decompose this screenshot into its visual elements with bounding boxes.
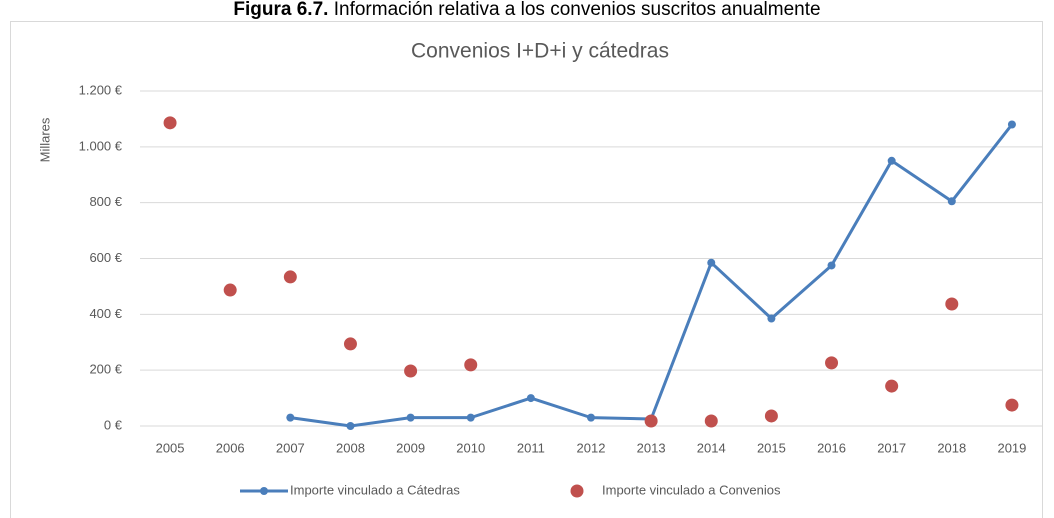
x-tick-label: 2008 (336, 440, 365, 455)
x-tick-label: 2017 (877, 440, 906, 455)
y-tick-label: 200 € (89, 362, 122, 377)
line-point (587, 413, 595, 422)
legend-label: Importe vinculado a Convenios (602, 482, 781, 497)
x-tick-label: 2006 (216, 440, 245, 455)
scatter-point (343, 337, 357, 351)
x-tick-label: 2013 (637, 440, 666, 455)
legend-marker (260, 487, 268, 495)
line-point (707, 258, 716, 267)
line-point (346, 422, 355, 430)
line-point (406, 413, 415, 422)
scatter-point (885, 379, 899, 393)
line-point (767, 314, 776, 323)
scatter-point (704, 414, 718, 428)
caption-text: Información relativa a los convenios sus… (334, 0, 821, 20)
figure-caption: Figura 6.7. Información relativa a los c… (233, 0, 820, 20)
x-tick-label: 2016 (817, 440, 846, 455)
y-tick-label: 600 € (89, 250, 122, 265)
y-axis-label: Millares (37, 117, 52, 162)
chart-frame (10, 21, 1043, 518)
x-tick-label: 2010 (456, 440, 485, 455)
scatter-point (283, 270, 297, 284)
y-tick-label: 1.200 € (79, 82, 123, 97)
legend-label: Importe vinculado a Cátedras (290, 482, 460, 497)
line-point (1007, 120, 1016, 129)
chart-title: Convenios I+D+i y cátedras (411, 40, 669, 63)
scatter-point (1005, 398, 1019, 412)
scatter-point (464, 358, 478, 372)
scatter-point (223, 283, 237, 297)
x-tick-label: 2007 (276, 440, 305, 455)
series-line (290, 123, 1014, 428)
line-point (887, 156, 896, 165)
line-point (286, 413, 295, 422)
scatter-point (764, 409, 778, 423)
x-tick-label: 2005 (156, 440, 185, 455)
x-tick-label: 2018 (937, 440, 966, 455)
x-tick-label: 2014 (697, 440, 726, 455)
line-point (466, 413, 475, 422)
line-point (947, 197, 956, 206)
scatter-point (644, 414, 658, 428)
scatter-point (163, 116, 177, 130)
caption-label: Figura 6.7. (233, 0, 328, 20)
x-tick-label: 2015 (757, 440, 786, 455)
y-tick-label: 0 € (104, 417, 123, 432)
line-point (827, 261, 836, 270)
y-tick-label: 1.000 € (79, 138, 123, 153)
line-point (526, 394, 535, 403)
y-tick-label: 400 € (89, 306, 122, 321)
scatter-point (404, 364, 418, 378)
x-tick-label: 2019 (997, 440, 1026, 455)
scatter-point (945, 297, 959, 311)
legend-marker (570, 484, 584, 498)
x-tick-label: 2012 (577, 440, 606, 455)
y-tick-label: 800 € (89, 194, 122, 209)
x-tick-label: 2009 (396, 440, 425, 455)
x-tick-label: 2011 (517, 440, 545, 455)
scatter-point (825, 356, 839, 370)
